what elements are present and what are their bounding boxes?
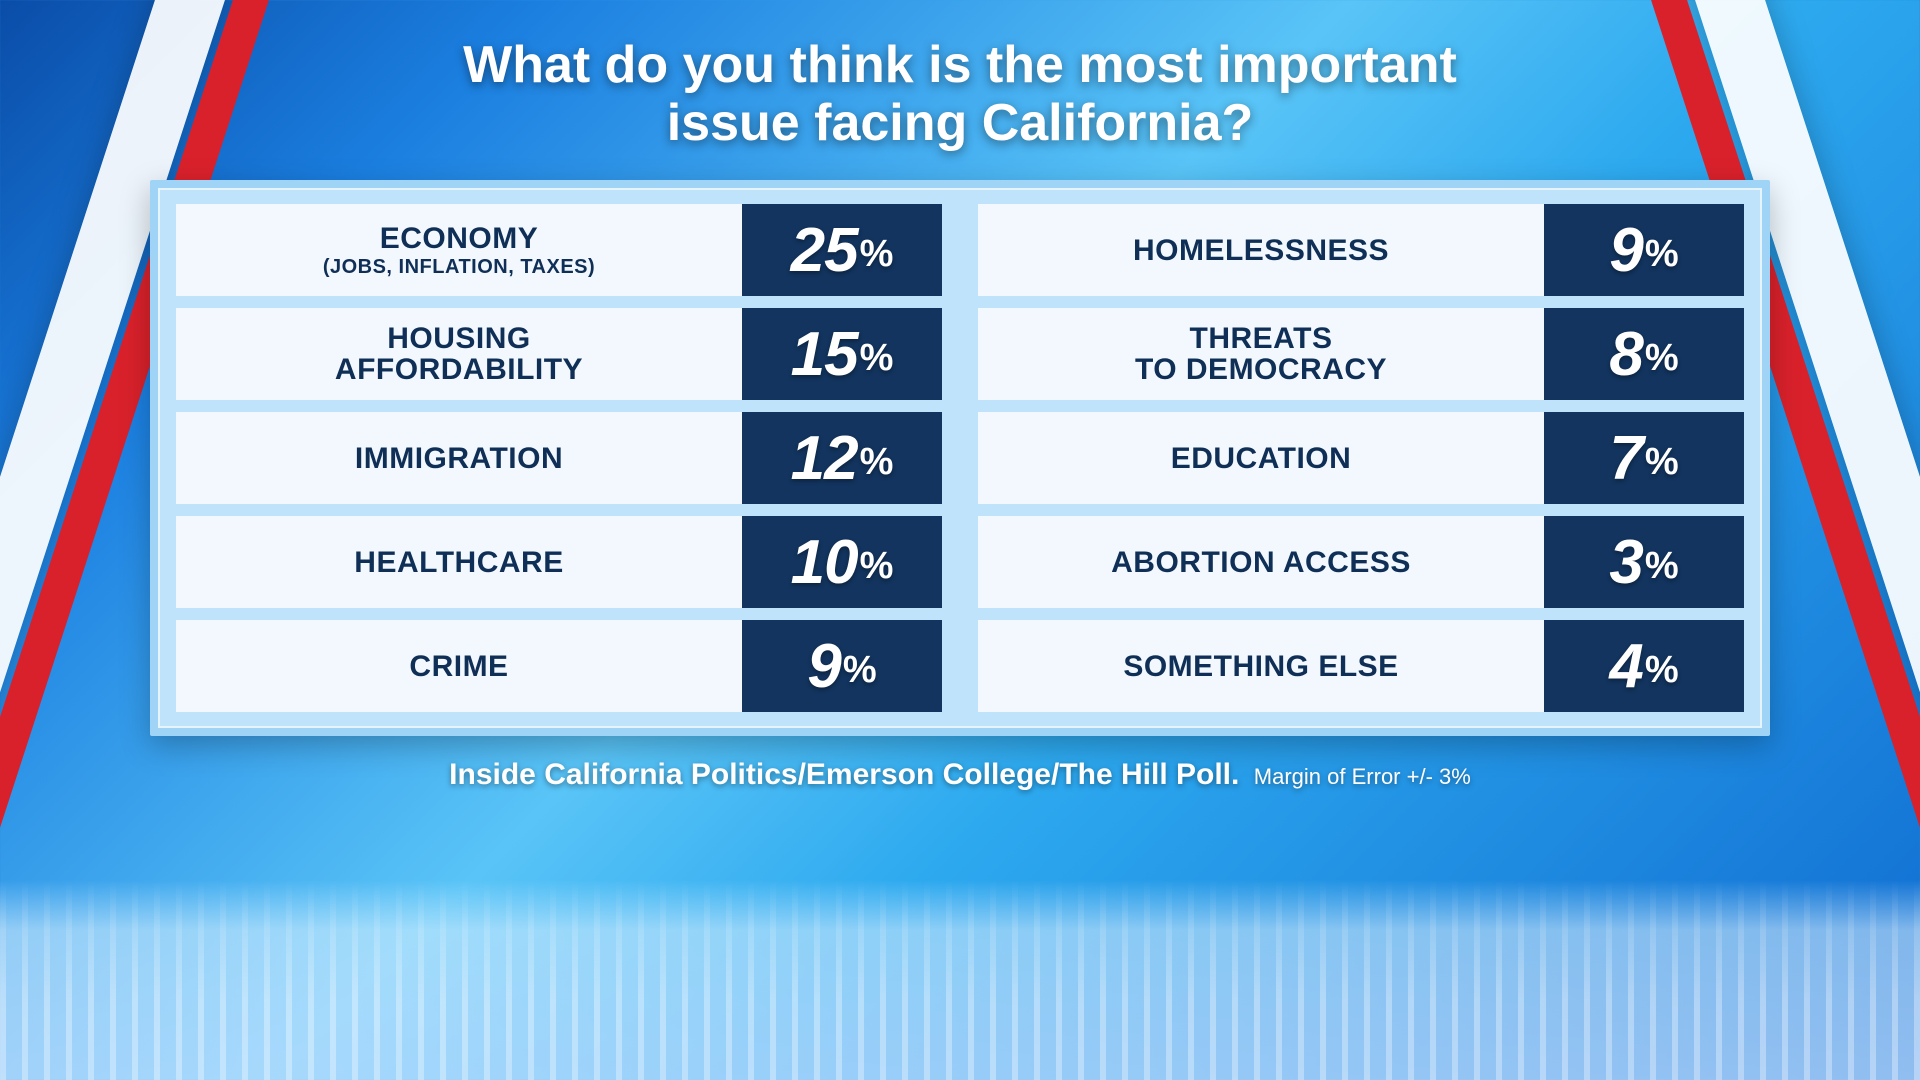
result-label: HEALTHCARE	[176, 516, 742, 608]
stage: What do you think is the most important …	[0, 0, 1920, 1080]
result-value-number: 12	[791, 423, 858, 494]
result-row: CRIME 9%	[176, 620, 942, 712]
result-value: 9%	[1544, 204, 1744, 296]
result-row: ECONOMY(JOBS, INFLATION, TAXES)25%	[176, 204, 942, 296]
result-value-number: 9	[807, 631, 840, 702]
result-label-text: THREATSTO DEMOCRACY	[1135, 323, 1387, 386]
result-value: 12%	[742, 412, 942, 504]
result-row: EDUCATION 7%	[978, 412, 1744, 504]
result-value: 25%	[742, 204, 942, 296]
percent-sign: %	[860, 337, 894, 380]
result-value-number: 15	[791, 319, 858, 390]
results-panel: ECONOMY(JOBS, INFLATION, TAXES)25%HOMELE…	[150, 180, 1770, 736]
title-line-1: What do you think is the most important	[463, 36, 1457, 94]
result-row: THREATSTO DEMOCRACY 8%	[978, 308, 1744, 400]
result-value-number: 9	[1609, 215, 1642, 286]
percent-sign: %	[860, 233, 894, 276]
result-label: ECONOMY(JOBS, INFLATION, TAXES)	[176, 204, 742, 296]
result-value: 4%	[1544, 620, 1744, 712]
result-value: 10%	[742, 516, 942, 608]
result-row: ABORTION ACCESS 3%	[978, 516, 1744, 608]
percent-sign: %	[860, 441, 894, 484]
result-value-number: 8	[1609, 319, 1642, 390]
percent-sign: %	[1645, 441, 1679, 484]
result-label-text: HOMELESSNESS	[1133, 235, 1389, 267]
result-label: THREATSTO DEMOCRACY	[978, 308, 1544, 400]
result-label-text: HOUSINGAFFORDABILITY	[335, 323, 583, 386]
result-label-text: SOMETHING ELSE	[1123, 651, 1398, 683]
result-label-text: HEALTHCARE	[354, 547, 563, 579]
percent-sign: %	[860, 545, 894, 588]
question-title: What do you think is the most important …	[210, 36, 1710, 152]
percent-sign: %	[1645, 337, 1679, 380]
result-value: 8%	[1544, 308, 1744, 400]
result-row: HOUSINGAFFORDABILITY 15%	[176, 308, 942, 400]
result-value: 15%	[742, 308, 942, 400]
percent-sign: %	[843, 649, 877, 692]
result-value: 9%	[742, 620, 942, 712]
percent-sign: %	[1645, 233, 1679, 276]
result-value-number: 4	[1609, 631, 1642, 702]
result-value: 7%	[1544, 412, 1744, 504]
result-value-number: 7	[1609, 423, 1642, 494]
result-label: ABORTION ACCESS	[978, 516, 1544, 608]
result-row: IMMIGRATION 12%	[176, 412, 942, 504]
percent-sign: %	[1645, 649, 1679, 692]
result-label: SOMETHING ELSE	[978, 620, 1544, 712]
result-value-number: 25	[791, 215, 858, 286]
percent-sign: %	[1645, 545, 1679, 588]
results-grid: ECONOMY(JOBS, INFLATION, TAXES)25%HOMELE…	[176, 204, 1744, 712]
result-label-text: ABORTION ACCESS	[1111, 547, 1411, 579]
source-main: Inside California Politics/Emerson Colle…	[449, 758, 1239, 791]
result-label: EDUCATION	[978, 412, 1544, 504]
result-sublabel: (JOBS, INFLATION, TAXES)	[323, 257, 595, 278]
result-label-text: ECONOMY	[380, 223, 539, 255]
result-label-text: CRIME	[409, 651, 508, 683]
result-row: HOMELESSNESS 9%	[978, 204, 1744, 296]
result-label: HOUSINGAFFORDABILITY	[176, 308, 742, 400]
result-value-number: 3	[1609, 527, 1642, 598]
result-label-text: EDUCATION	[1171, 443, 1352, 475]
result-label: CRIME	[176, 620, 742, 712]
result-label: IMMIGRATION	[176, 412, 742, 504]
result-value: 3%	[1544, 516, 1744, 608]
result-row: HEALTHCARE 10%	[176, 516, 942, 608]
source-moe: Margin of Error +/- 3%	[1254, 764, 1471, 789]
source-line: Inside California Politics/Emerson Colle…	[0, 758, 1920, 792]
result-value-number: 10	[791, 527, 858, 598]
title-line-2: issue facing California?	[667, 94, 1254, 152]
result-row: SOMETHING ELSE 4%	[978, 620, 1744, 712]
result-label: HOMELESSNESS	[978, 204, 1544, 296]
result-label-text: IMMIGRATION	[355, 443, 563, 475]
